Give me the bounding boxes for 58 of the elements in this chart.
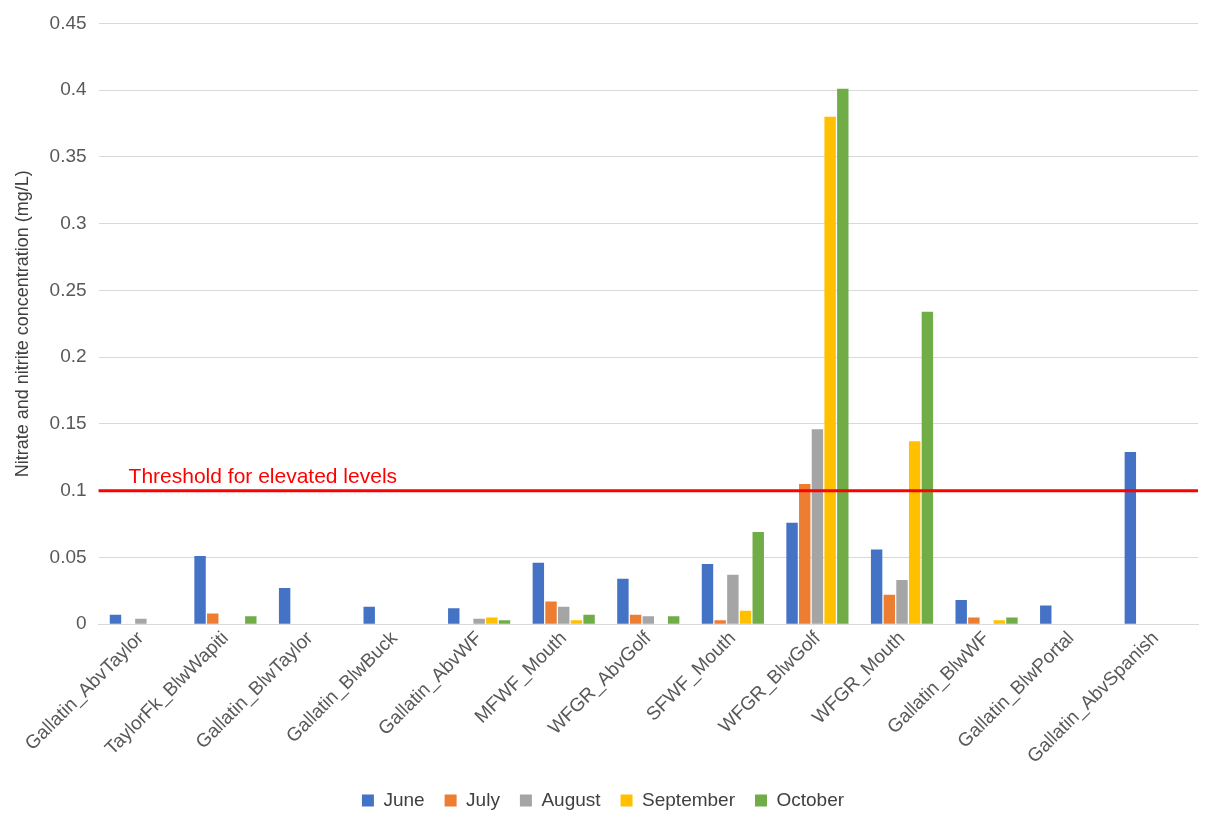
y-tick-label: 0.4 <box>60 78 87 100</box>
bar <box>752 532 764 624</box>
bar <box>727 574 739 624</box>
bar <box>617 578 629 624</box>
bar <box>993 620 1005 624</box>
y-tick-label: 0.25 <box>49 278 87 300</box>
legend-label: July <box>466 788 501 810</box>
bar <box>870 549 883 624</box>
bar <box>955 600 967 624</box>
bar <box>799 483 811 624</box>
y-tick-label: 0.1 <box>60 478 87 500</box>
legend-label: September <box>642 788 736 810</box>
bar <box>498 620 511 624</box>
bar <box>1040 605 1052 624</box>
bar <box>824 116 836 624</box>
bar <box>811 429 824 624</box>
y-tick-label: 0.45 <box>49 11 87 33</box>
bar <box>1006 617 1018 624</box>
bar <box>207 613 219 624</box>
legend-label: August <box>541 788 602 810</box>
ref-line-label: Threshold for elevated levels <box>128 463 398 487</box>
y-tick-label: 0.05 <box>49 545 87 567</box>
bar <box>667 616 680 624</box>
bar <box>486 617 498 624</box>
bar <box>837 88 849 624</box>
bar <box>883 594 896 624</box>
y-tick-label: 0 <box>76 612 87 634</box>
bar <box>908 441 921 624</box>
y-tick-label: 0.3 <box>60 211 87 233</box>
bar <box>245 616 257 624</box>
bar <box>363 606 375 624</box>
bar <box>532 562 545 624</box>
bar <box>786 522 798 624</box>
bar <box>278 588 291 624</box>
bar <box>109 614 122 624</box>
bar <box>714 620 726 624</box>
y-axis-title: Nitrate and nitrite concentration (mg/L) <box>11 170 32 478</box>
bar <box>570 620 583 624</box>
legend-label: June <box>383 788 425 810</box>
bar <box>968 617 980 624</box>
bar <box>448 608 460 624</box>
bar <box>583 614 595 624</box>
bar <box>739 610 752 624</box>
bar <box>629 614 642 624</box>
bar <box>896 580 908 624</box>
bar <box>1124 451 1137 624</box>
bar <box>921 311 934 624</box>
bar <box>701 564 714 624</box>
bar <box>545 601 557 624</box>
bar <box>473 618 485 624</box>
bar <box>194 556 206 624</box>
y-tick-label: 0.35 <box>49 145 87 167</box>
bar <box>135 618 147 624</box>
legend-label: October <box>776 788 845 810</box>
y-tick-label: 0.2 <box>60 345 87 367</box>
bar <box>558 606 570 624</box>
y-tick-label: 0.15 <box>49 412 87 434</box>
bar <box>642 616 654 624</box>
